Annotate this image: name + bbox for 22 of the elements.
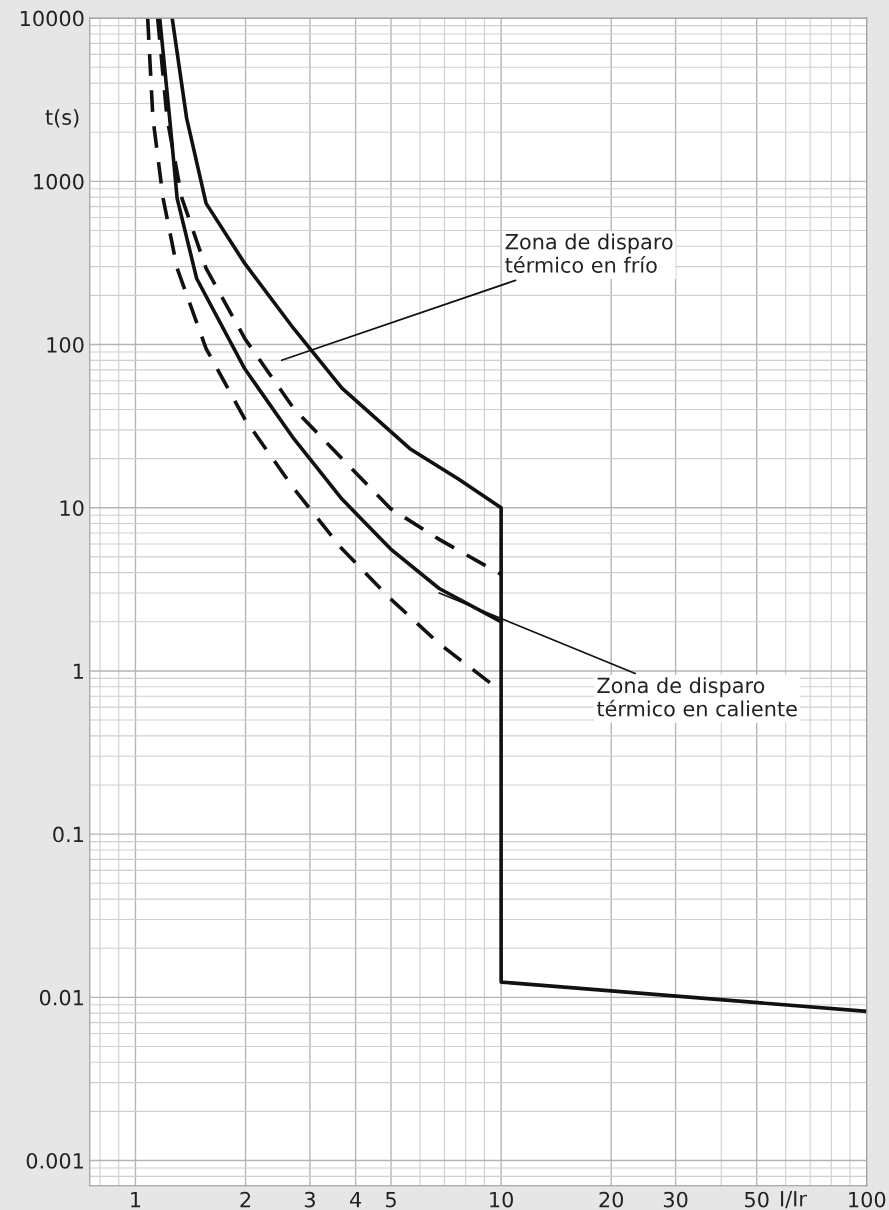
x-axis-title: I/Ir — [781, 1191, 807, 1209]
x-tick-label: 4 — [350, 1192, 362, 1208]
y-tick-label: 0.01 — [39, 989, 83, 1006]
x-tick-label: 100 — [849, 1191, 886, 1208]
x-tick-label: 5 — [386, 1192, 396, 1208]
annotation: Zona de disparo térmico en frío — [505, 233, 673, 273]
y-tick-label: 1 — [73, 663, 83, 679]
y-tick-label: 1000 — [34, 173, 84, 190]
y-tick-label: 0.001 — [26, 1152, 83, 1169]
x-tick-label: 30 — [663, 1191, 688, 1208]
x-tick-label: 3 — [304, 1191, 315, 1208]
x-tick-label: 20 — [599, 1191, 624, 1208]
y-tick-label: 10 — [60, 500, 84, 516]
x-tick-label: 2 — [240, 1191, 251, 1208]
x-tick-label: 10 — [490, 1191, 513, 1208]
y-tick-label: 0.1 — [53, 826, 83, 843]
x-tick-label: 50 — [745, 1191, 769, 1208]
y-tick-label: 10000 — [20, 10, 84, 27]
y-tick-label: 100 — [47, 336, 84, 353]
annotation: Zona de disparo térmico en caliente — [596, 677, 797, 717]
y-axis-title: t(s) — [45, 108, 79, 128]
x-tick-label: 1 — [131, 1192, 141, 1208]
